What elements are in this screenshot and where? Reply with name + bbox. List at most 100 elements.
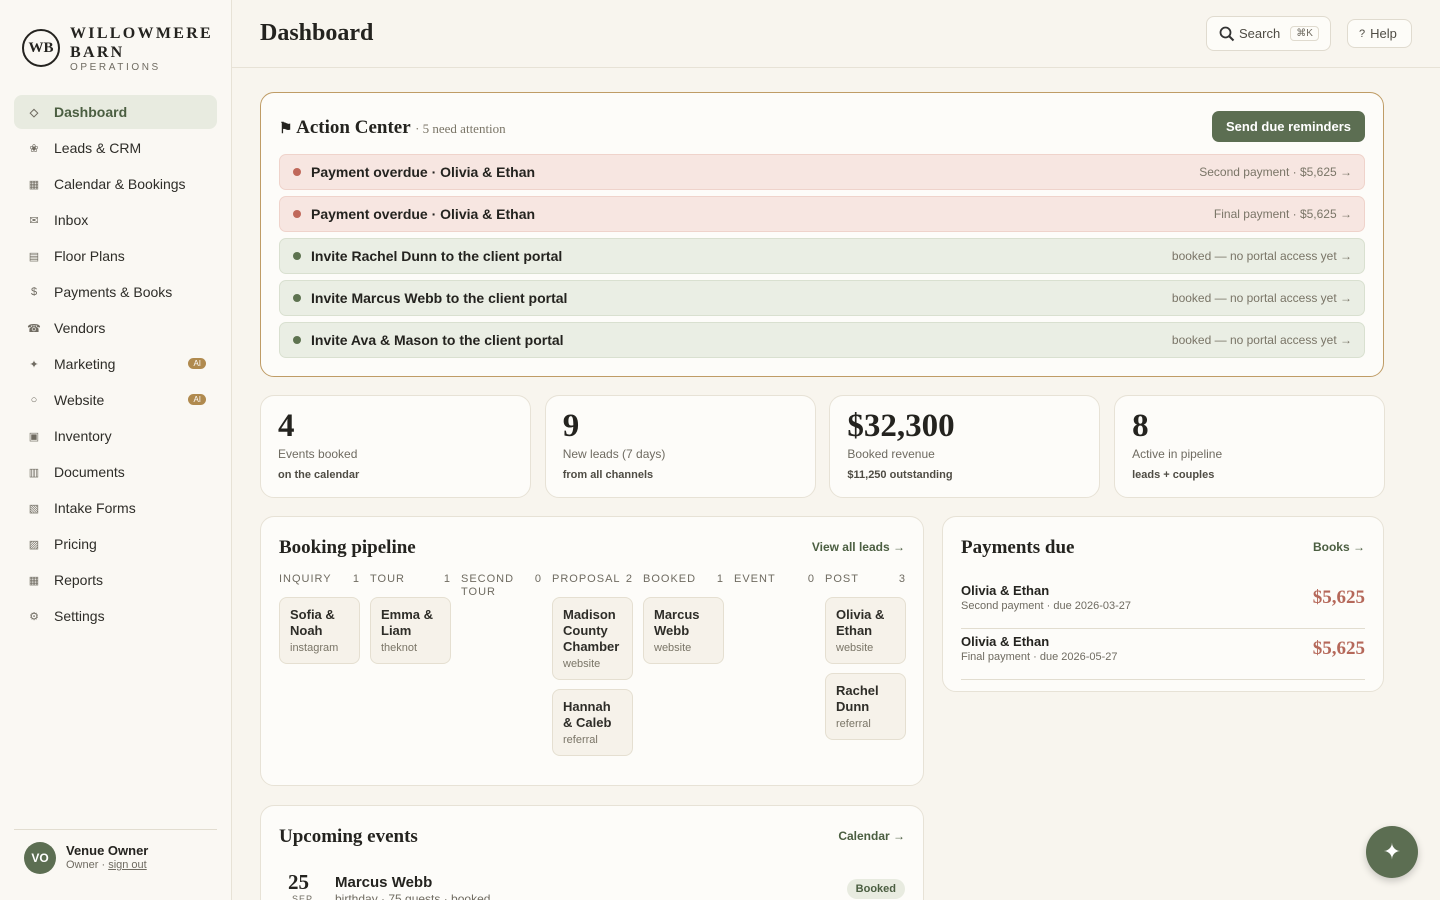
role: Owner · <box>66 859 106 871</box>
nav-item[interactable]: ▥ Documents <box>14 455 217 489</box>
pipeline: Booking pipeline View all leads → INQUIR… <box>260 516 924 786</box>
lead-card[interactable]: Hannah & Caleb referral <box>552 689 633 756</box>
action-row[interactable]: Invite Rachel Dunn to the client portal b… <box>279 238 1365 274</box>
stat-card: 9 New leads (7 days) from all channels <box>544 395 816 498</box>
nav-icon: ▦ <box>28 574 40 587</box>
nav-item[interactable]: ▦ Reports <box>14 563 217 597</box>
action-title: ⚑ Action Center · 5 need attention <box>279 117 506 139</box>
stat-note: on the calendar <box>278 469 360 481</box>
lead-name: Madison County Chamber <box>563 607 620 654</box>
search[interactable]: Search ⌘K <box>1206 16 1331 51</box>
payment-detail: Final payment · due 2026-05-27 <box>961 651 1118 663</box>
payment-detail: Second payment · due 2026-03-27 <box>961 600 1132 612</box>
link[interactable]: Calendar → <box>838 829 905 843</box>
lead-card[interactable]: Rachel Dunn referral <box>825 673 906 740</box>
action-title: Invite Rachel Dunn to the client portal <box>311 248 563 264</box>
nav-label: Calendar & Bookings <box>54 176 186 192</box>
assistant-button[interactable]: ✦ <box>1366 826 1418 878</box>
stat-note: leads + couples <box>1132 469 1215 481</box>
action-row[interactable]: Invite Ava & Mason to the client portal b… <box>279 322 1365 358</box>
nav-label: Settings <box>54 608 105 624</box>
nav-icon: ▧ <box>28 502 40 515</box>
nav-label: Pricing <box>54 536 97 552</box>
action-row[interactable]: Payment overdue · Olivia & Ethan Final pa… <box>279 196 1365 232</box>
send-button[interactable]: Send due reminders <box>1212 111 1365 142</box>
nav-icon: ▦ <box>28 178 40 191</box>
column-header: TOUR 1 <box>370 573 451 597</box>
user-role: Owner · sign out <box>66 859 147 871</box>
nav-label: Dashboard <box>54 104 128 120</box>
lead-source: theknot <box>381 642 418 654</box>
dot <box>293 252 301 260</box>
action-row[interactable]: Payment overdue · Olivia & Ethan Second p… <box>279 154 1365 190</box>
action-detail: Final payment · $5,625 → <box>1213 207 1352 221</box>
stat-value: 8 <box>1132 408 1149 444</box>
nav-label: Leads & CRM <box>54 140 142 156</box>
lead-card[interactable]: Emma & Liam theknot <box>370 597 451 664</box>
lead-card[interactable]: Marcus Webb website <box>643 597 724 664</box>
nav-icon: ✦ <box>29 358 39 371</box>
nav: ◇ Dashboard ❀ Leads & CRM ▦ Calendar & Bookin… <box>14 95 217 635</box>
column-name: INQUIRY <box>279 573 332 585</box>
search-label: Search <box>1239 26 1281 41</box>
nav-item[interactable]: ✉ Inbox <box>14 203 217 237</box>
payment-row[interactable]: Olivia & Ethan Second payment · due 2026-… <box>961 578 1365 629</box>
pipeline-column: EVENT 0 <box>734 573 815 597</box>
link[interactable]: Books → <box>1312 540 1365 554</box>
nav-label: Documents <box>54 464 125 480</box>
nav-item[interactable]: ○ Website AI <box>14 383 217 417</box>
help[interactable]: ? Help <box>1347 19 1412 48</box>
upcoming-events: Upcoming events Calendar → 25 SEP Marcus W… <box>260 805 924 900</box>
lead-card[interactable]: Sofia & Noah instagram <box>279 597 360 664</box>
stat-label: Active in pipeline <box>1132 447 1223 461</box>
column-count: 0 <box>534 573 542 585</box>
stat-card: 4 Events booked on the calendar <box>260 395 531 498</box>
event-row[interactable]: 25 SEP Marcus Webb birthday · 75 guests · b… <box>279 870 905 900</box>
nav-item[interactable]: ▦ Calendar & Bookings <box>14 167 217 201</box>
nav-item[interactable]: ✦ Marketing AI <box>14 347 217 381</box>
column-count: 2 <box>625 573 633 585</box>
stat-label: Booked revenue <box>847 447 935 461</box>
link[interactable]: View all leads → <box>811 540 905 554</box>
column-name: EVENT <box>734 573 776 585</box>
subtitle: · 5 need attention <box>415 121 506 136</box>
payment-row[interactable]: Olivia & Ethan Final payment · due 2026-0… <box>961 629 1365 680</box>
dot <box>293 294 301 302</box>
nav-item[interactable]: ☎ Vendors <box>14 311 217 345</box>
stat-value: $32,300 <box>847 408 955 444</box>
column-name: PROPOSAL <box>552 573 621 585</box>
shortcut: ⌘K <box>1290 26 1319 41</box>
nav-icon: ○ <box>30 394 38 406</box>
nav-item[interactable]: ▤ Floor Plans <box>14 239 217 273</box>
lead-card[interactable]: Olivia & Ethan website <box>825 597 906 664</box>
nav-icon: ▣ <box>28 430 40 443</box>
stat-label: New leads (7 days) <box>562 447 666 461</box>
nav-item[interactable]: ⚙ Settings <box>14 599 217 633</box>
column-name: BOOKED <box>643 573 697 585</box>
nav-item[interactable]: ❀ Leads & CRM <box>14 131 217 165</box>
dot <box>293 336 301 344</box>
action-row[interactable]: Invite Marcus Webb to the client portal b… <box>279 280 1365 316</box>
stat-note: $11,250 outstanding <box>847 469 953 481</box>
column-header: BOOKED 1 <box>643 573 724 597</box>
nav-item[interactable]: ▨ Pricing <box>14 527 217 561</box>
column-name: SECOND TOUR <box>461 573 515 598</box>
nav-item[interactable]: $ Payments & Books <box>14 275 217 309</box>
nav-label: Inbox <box>54 212 89 228</box>
lead-card[interactable]: Madison County Chamber website <box>552 597 633 680</box>
nav-item[interactable]: ◇ Dashboard <box>14 95 217 129</box>
lead-name: Rachel Dunn <box>836 683 879 714</box>
badge: AI <box>188 358 206 369</box>
action-detail: booked — no portal access yet → <box>1171 249 1352 263</box>
action-detail: booked — no portal access yet → <box>1171 291 1352 305</box>
nav-item[interactable]: ▧ Intake Forms <box>14 491 217 525</box>
action-detail: Second payment · $5,625 → <box>1199 165 1352 179</box>
flag: ⚑ <box>279 121 293 137</box>
nav-item[interactable]: ▣ Inventory <box>14 419 217 453</box>
nav-label: Inventory <box>54 428 112 444</box>
nav-label: Vendors <box>54 320 106 336</box>
action-title: Payment overdue · Olivia & Ethan <box>311 206 536 222</box>
action-detail: booked — no portal access yet → <box>1171 333 1352 347</box>
column-name: POST <box>825 573 859 585</box>
sign-out[interactable]: sign out <box>108 859 147 871</box>
